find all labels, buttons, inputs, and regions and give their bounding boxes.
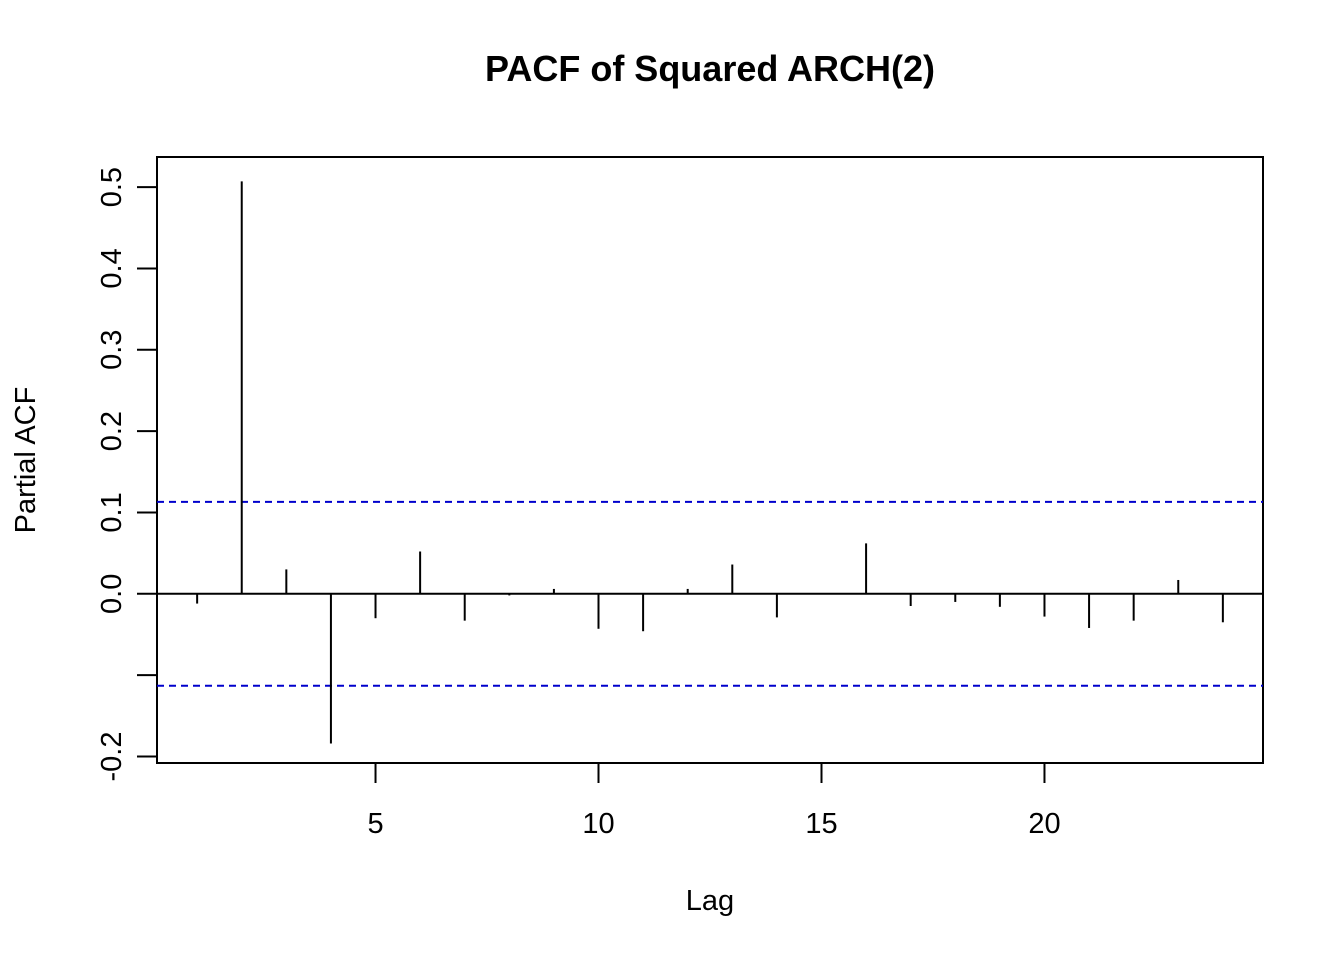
y-tick-label-3: 0.1 <box>96 492 128 532</box>
x-tick-label-10: 10 <box>582 808 614 840</box>
plot-frame <box>156 156 1264 764</box>
x-tick-label-15: 15 <box>805 808 837 840</box>
chart-marks: 5 10 15 20 -0.2 0.0 0.1 0.2 0.3 0.4 0.5 <box>96 167 1263 840</box>
x-tick-label-20: 20 <box>1028 808 1060 840</box>
y-tick-label-0: -0.2 <box>96 732 128 782</box>
x-tick-label-5: 5 <box>367 808 383 840</box>
y-tick-label-2: 0.0 <box>96 574 128 614</box>
y-axis-label: Partial ACF <box>10 387 42 534</box>
y-tick-label-7: 0.5 <box>96 167 128 207</box>
y-tick-label-5: 0.3 <box>96 330 128 370</box>
y-tick-label-6: 0.4 <box>96 248 128 288</box>
chart-title: PACF of Squared ARCH(2) <box>485 48 935 89</box>
x-axis-label: Lag <box>686 885 734 917</box>
y-tick-label-4: 0.2 <box>96 411 128 451</box>
